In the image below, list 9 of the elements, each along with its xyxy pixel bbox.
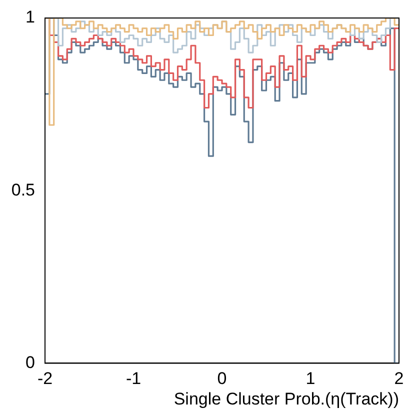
x-tick-label: 1 (306, 369, 316, 388)
y-tick-label: 1 (26, 8, 35, 27)
y-tick-label: 0 (26, 352, 35, 372)
x-tick-label: 0 (217, 369, 227, 388)
x-tick-label: 2 (394, 369, 404, 388)
x-tick-label: -2 (37, 369, 53, 388)
x-axis-title: Single Cluster Prob.(η(Track)) (174, 389, 399, 408)
y-tick-label: 0.5 (11, 180, 35, 200)
x-tick-label: -1 (126, 369, 142, 388)
